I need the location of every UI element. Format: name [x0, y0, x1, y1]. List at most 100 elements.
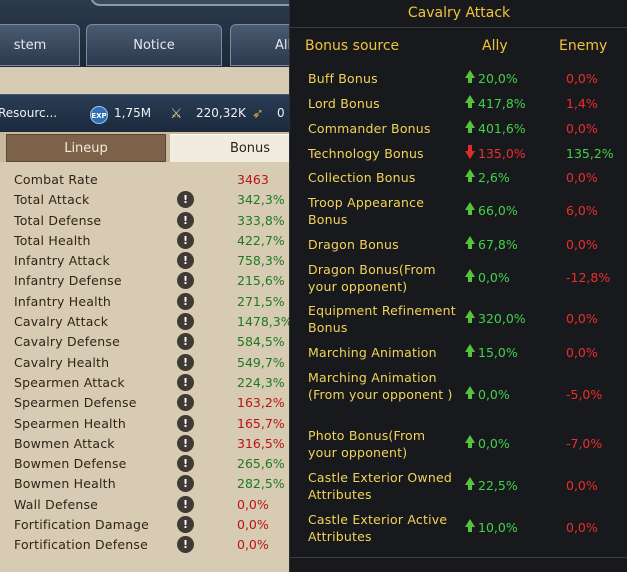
stat-value: 0,0% [237, 496, 269, 512]
info-icon[interactable]: ! [177, 313, 194, 331]
info-icon[interactable]: ! [177, 252, 194, 270]
nav-tab-notice[interactable]: Notice [86, 24, 222, 66]
enemy-value: 1,4% [566, 96, 598, 111]
ally-value: 0,0% [478, 387, 510, 402]
info-icon[interactable]: ! [177, 353, 194, 371]
nav-tab-all[interactable]: All [230, 24, 290, 66]
enemy-value: 0,0% [566, 170, 598, 185]
enemy-value: 0,0% [566, 121, 598, 136]
stat-value: 165,7% [237, 415, 285, 431]
info-icon[interactable]: ! [177, 292, 194, 310]
stat-label: Spearmen Health [14, 415, 126, 431]
stat-value: 224,3% [237, 374, 285, 390]
info-icon[interactable]: ! [177, 333, 194, 351]
resource-bar: Resourc... EXP 1,75M ⚔ 220,32K ➶ 0 [0, 94, 290, 132]
top-frame-decoration [90, 0, 290, 6]
stat-value: 271,5% [237, 293, 285, 309]
ally-value: 67,8% [478, 237, 518, 252]
tab-lineup[interactable]: Lineup [6, 134, 166, 162]
arrow-up-icon [465, 435, 477, 449]
arrow-up-icon [465, 70, 477, 84]
ally-value: 15,0% [478, 345, 518, 360]
stat-value: 1478,3% [237, 314, 290, 330]
info-icon[interactable]: ! [177, 475, 194, 493]
info-icon[interactable]: ! [177, 516, 194, 534]
stat-value: 0,0% [237, 537, 269, 553]
stat-row: Bowmen Defense! 265,6% [0, 454, 290, 474]
enemy-value: 0,0% [566, 520, 598, 535]
stat-value: 0,0% [237, 517, 269, 533]
enemy-value: -7,0% [566, 436, 603, 451]
bonus-source-name: Equipment Refinement Bonus [308, 303, 456, 335]
stat-label: Infantry Defense [14, 273, 122, 289]
info-icon[interactable]: ! [177, 495, 194, 513]
ally-value: 66,0% [478, 203, 518, 218]
arrow-up-icon [465, 310, 477, 324]
stat-value: 265,6% [237, 456, 285, 472]
lineup-panel: stem Notice All Resourc... EXP 1,75M ⚔ 2… [0, 0, 290, 572]
arrow-up-icon [465, 386, 477, 400]
stat-row: Combat Rate 3463 [0, 170, 290, 190]
stat-label: Fortification Damage [14, 517, 149, 533]
bonus-source-name: Marching Animation (From your opponent ) [308, 370, 453, 402]
stat-row: Fortification Damage! 0,0% [0, 515, 290, 535]
enemy-value: 0,0% [566, 71, 598, 86]
arrow-up-icon [465, 95, 477, 109]
stat-row: Cavalry Defense! 584,5% [0, 332, 290, 352]
stat-row: Spearmen Health! 165,7% [0, 414, 290, 434]
stat-label: Fortification Defense [14, 537, 148, 553]
bonus-source-name: Commander Bonus [308, 121, 431, 136]
info-icon[interactable]: ! [177, 455, 194, 473]
enemy-value: 0,0% [566, 345, 598, 360]
bonus-source-name: Dragon Bonus(From your opponent) [308, 262, 436, 294]
nav-tab-system[interactable]: stem [0, 24, 80, 66]
stat-label: Infantry Attack [14, 253, 110, 269]
stat-row: Cavalry Health! 549,7% [0, 353, 290, 373]
info-icon[interactable]: ! [177, 536, 194, 554]
stat-label: Total Defense [14, 212, 102, 228]
info-icon[interactable]: ! [177, 414, 194, 432]
ally-value: 10,0% [478, 520, 518, 535]
arrow-up-icon [465, 169, 477, 183]
stat-label: Total Health [14, 232, 91, 248]
arrow-up-icon [465, 477, 477, 491]
enemy-value: -5,0% [566, 387, 603, 402]
power-icon: ⚔ [170, 106, 183, 122]
ally-value: 2,6% [478, 170, 510, 185]
info-icon[interactable]: ! [177, 373, 194, 391]
enemy-value: 135,2% [566, 146, 614, 161]
bonus-source-name: Photo Bonus(From your opponent) [308, 428, 426, 460]
stat-label: Bowmen Defense [14, 456, 127, 472]
info-icon[interactable]: ! [177, 272, 194, 290]
stat-row: Cavalry Attack! 1478,3% [0, 312, 290, 332]
stat-label: Spearmen Attack [14, 374, 125, 390]
stat-label: Wall Defense [14, 496, 99, 512]
resource-label[interactable]: Resourc... [0, 106, 58, 120]
stat-row: Wall Defense! 0,0% [0, 495, 290, 515]
info-icon[interactable]: ! [177, 191, 194, 209]
stat-label: Infantry Health [14, 293, 112, 309]
stat-label: Bowmen Attack [14, 435, 115, 451]
ally-value: 417,8% [478, 96, 526, 111]
arrow-up-icon [465, 202, 477, 216]
bonus-source-name: Marching Animation [308, 345, 437, 360]
exp-value: 1,75M [114, 106, 152, 120]
arrow-up-icon [465, 344, 477, 358]
stat-row: Total Health! 422,7% [0, 231, 290, 251]
info-icon[interactable]: ! [177, 231, 194, 249]
info-icon[interactable]: ! [177, 211, 194, 229]
info-icon[interactable]: ! [177, 394, 194, 412]
exp-icon: EXP [90, 106, 108, 124]
ally-value: 0,0% [478, 270, 510, 285]
power-value: 220,32K [196, 106, 246, 120]
stat-label: Bowmen Health [14, 476, 116, 492]
stat-value: 549,7% [237, 354, 285, 370]
enemy-value: -12,8% [566, 270, 611, 285]
stat-label: Cavalry Health [14, 354, 110, 370]
bonus-source-name: Buff Bonus [308, 71, 378, 86]
stat-label: Combat Rate [14, 172, 98, 187]
info-icon[interactable]: ! [177, 434, 194, 452]
tab-bonus[interactable]: Bonus [170, 134, 290, 162]
ally-value: 0,0% [478, 436, 510, 451]
header-ally: Ally [482, 38, 508, 54]
